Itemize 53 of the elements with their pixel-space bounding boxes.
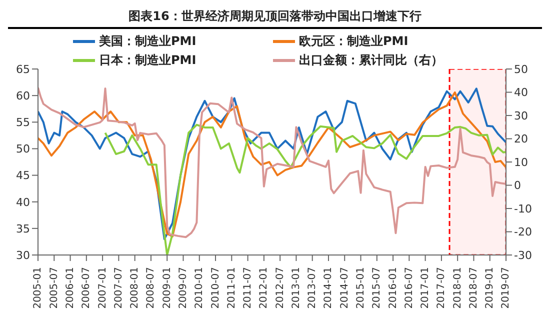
x-tick-label: 2015-01: [355, 267, 366, 309]
x-tick-label: 2009-01: [162, 267, 173, 309]
x-tick-label: 2017-07: [436, 267, 448, 309]
y-tick-label: 40: [16, 196, 30, 209]
x-tick-label: 2012-01: [258, 267, 270, 309]
x-tick-label: 2016-01: [388, 267, 399, 309]
x-tick-label: 2005-07: [48, 267, 60, 309]
y2-tick-label: -10: [514, 202, 532, 216]
chart-title: 图表16：世界经济周期见顶回落带动中国出口增速下行: [8, 8, 542, 29]
y2-tick-label: 0: [514, 179, 521, 192]
x-tick-label: 2007-01: [97, 267, 108, 309]
y-tick-label: 45: [16, 169, 30, 182]
x-tick-label: 2008-07: [146, 267, 157, 309]
x-tick-label: 2019-07: [500, 267, 512, 309]
x-tick-label: 2013-07: [307, 267, 318, 309]
x-tick-label: 2014-07: [339, 267, 350, 309]
x-tick-label: 2007-07: [113, 267, 124, 309]
x-tick-label: 2019-01: [484, 267, 496, 309]
x-tick-label: 2014-01: [323, 267, 334, 309]
y2-tick-label: 10: [514, 156, 528, 169]
x-tick-label: 2006-07: [81, 267, 92, 309]
x-tick-label: 2013-01: [290, 267, 302, 309]
y2-tick-label: 40: [514, 86, 528, 100]
y2-tick-label: 20: [514, 132, 528, 146]
y-tick-label: 50: [16, 142, 30, 156]
x-tick-label: 2010-07: [210, 267, 222, 309]
y-tick-label: 30: [16, 248, 30, 262]
legend-label: 美国：制造业PMI: [99, 33, 196, 50]
y-tick-label: 60: [16, 89, 30, 102]
x-tick-label: 2006-01: [65, 267, 76, 309]
x-tick-label: 2010-01: [194, 267, 206, 309]
line-series: [104, 124, 506, 255]
x-tick-label: 2018-07: [468, 267, 480, 309]
y-tick-label: 35: [16, 222, 30, 236]
y-tick-label: 55: [16, 116, 30, 130]
legend-label: 日本：制造业PMI: [99, 52, 196, 69]
x-tick-label: 2012-07: [274, 267, 286, 309]
y2-tick-label: 30: [514, 109, 528, 122]
x-tick-label: 2016-07: [404, 267, 415, 309]
x-tick-label: 2018-01: [452, 267, 464, 309]
legend-label: 欧元区：制造业PMI: [299, 33, 408, 50]
x-tick-label: 2008-01: [130, 267, 141, 309]
y-tick-label: 65: [16, 62, 30, 76]
x-tick-label: 2011-01: [226, 267, 238, 309]
y2-tick-label: -20: [514, 226, 532, 239]
legend-label: 出口金额：累计同比（右）: [299, 52, 443, 69]
x-tick-label: 2017-01: [420, 267, 432, 309]
y2-tick-label: 50: [514, 62, 528, 76]
x-tick-label: 2005-01: [32, 267, 44, 309]
x-tick-label: 2009-07: [178, 267, 189, 309]
x-tick-label: 2015-07: [372, 267, 383, 309]
y2-tick-label: -30: [514, 248, 532, 262]
x-tick-label: 2011-07: [242, 267, 254, 309]
